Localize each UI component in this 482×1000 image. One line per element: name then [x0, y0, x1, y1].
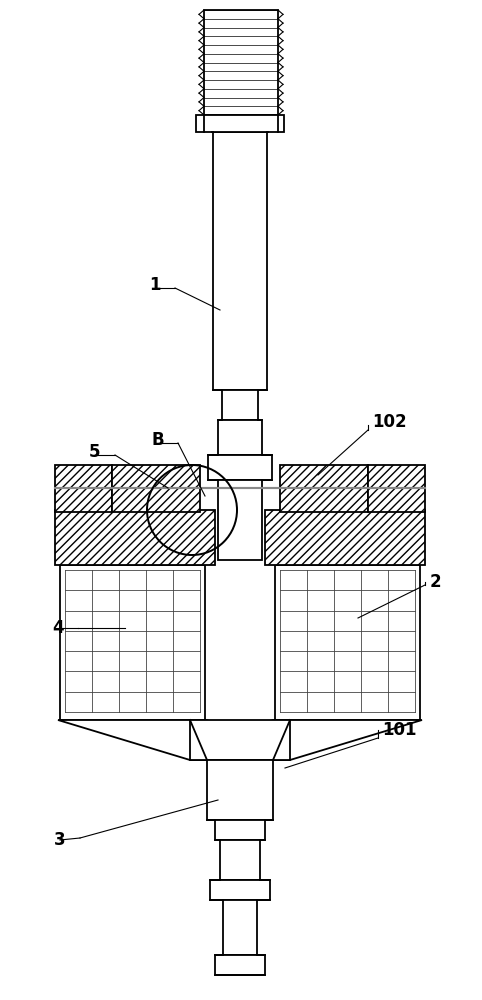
- Bar: [265, 510, 425, 565]
- Bar: [196, 115, 284, 132]
- Bar: [55, 465, 112, 512]
- Bar: [55, 510, 215, 565]
- Bar: [222, 390, 258, 420]
- Text: 102: 102: [372, 413, 407, 431]
- Bar: [223, 900, 257, 955]
- Bar: [207, 760, 273, 820]
- Bar: [210, 880, 270, 900]
- Text: 4: 4: [52, 619, 64, 637]
- Bar: [215, 955, 265, 975]
- Text: 3: 3: [54, 831, 66, 849]
- Bar: [213, 132, 267, 390]
- Bar: [280, 465, 368, 512]
- Bar: [368, 465, 425, 512]
- Bar: [218, 420, 262, 455]
- Text: 2: 2: [430, 573, 442, 591]
- Text: 1: 1: [149, 276, 161, 294]
- Bar: [112, 465, 200, 512]
- Polygon shape: [58, 720, 290, 760]
- Text: B: B: [152, 431, 164, 449]
- Polygon shape: [190, 720, 422, 760]
- Bar: [215, 820, 265, 840]
- Bar: [190, 720, 290, 760]
- Text: 101: 101: [382, 721, 416, 739]
- Bar: [60, 565, 205, 720]
- Text: 5: 5: [89, 443, 101, 461]
- Bar: [204, 10, 278, 115]
- Bar: [275, 565, 420, 720]
- Bar: [218, 480, 262, 560]
- Bar: [208, 455, 272, 480]
- Bar: [220, 840, 260, 880]
